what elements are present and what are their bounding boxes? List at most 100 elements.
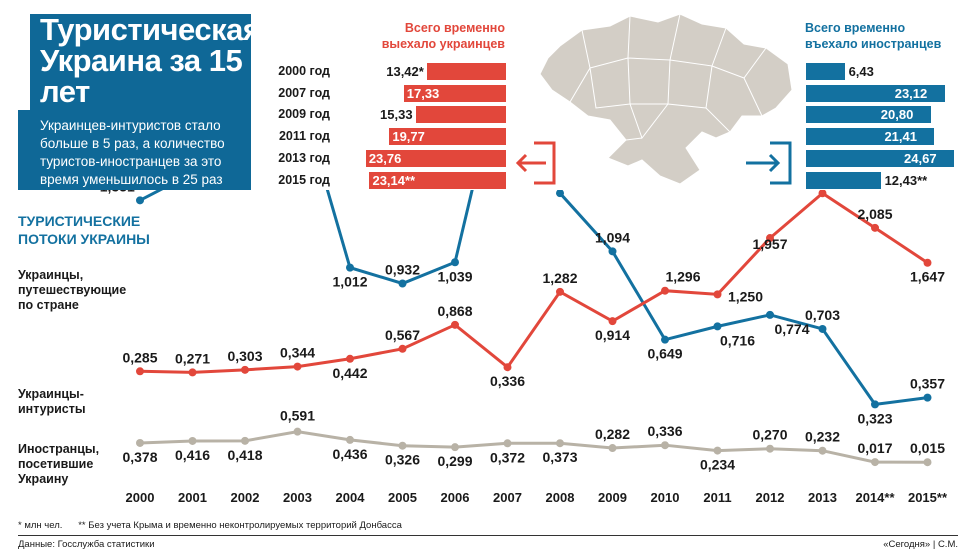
right-bars-header: Всего временно въехало иностранцев [805, 21, 942, 51]
data-label-domestic: 1,039 [437, 268, 472, 284]
title-block: Туристическая Украина за 15 лет Украинце… [18, 12, 261, 190]
data-point-inbound [451, 443, 459, 452]
data-label-outbound: 0,271 [175, 350, 210, 366]
data-label-inbound: 0,299 [437, 453, 472, 469]
data-label-inbound: 0,373 [542, 449, 577, 465]
x-tick-label: 2004 [336, 490, 366, 505]
data-label-domestic: 0,323 [857, 410, 892, 426]
inbound-bar-value: 20,80 [880, 107, 914, 123]
data-point-domestic [556, 190, 564, 198]
x-tick-label: 2010 [651, 490, 680, 505]
data-point-outbound [923, 258, 932, 267]
outbound-bar-value: 15,33 [380, 107, 413, 123]
data-point-domestic [818, 324, 827, 333]
data-label-inbound: 0,591 [280, 408, 315, 424]
inbound-bar-value: 6,43 [848, 64, 874, 79]
data-point-outbound [766, 234, 774, 243]
inbound-bar [806, 128, 935, 146]
bar-year-label: 2000 год [278, 64, 330, 78]
data-point-outbound [503, 363, 512, 372]
data-point-domestic [661, 335, 669, 344]
data-label-outbound: 1,282 [542, 270, 577, 286]
data-point-outbound [398, 344, 407, 353]
x-tick-label: 2014** [855, 490, 895, 505]
credit-note: «Сегодня» | С.М. [883, 539, 958, 550]
left-bars-header: Всего временно выехало украинцев [381, 21, 505, 51]
outbound-bar [415, 106, 506, 124]
data-label-outbound: 1,296 [665, 269, 700, 285]
x-tick-label: 2012 [756, 490, 785, 505]
inbound-bar [806, 149, 955, 167]
outbound-bar [365, 149, 506, 167]
outbound-bar-value: 13,42* [386, 64, 424, 79]
data-point-outbound [661, 286, 669, 295]
data-point-domestic [346, 263, 354, 272]
row-label-inbound: Иностранцы, посетившие Украину [18, 442, 100, 486]
x-tick-label: 2015** [908, 490, 948, 505]
bar-year-label: 2015 год [278, 172, 330, 187]
data-point-inbound [871, 458, 879, 467]
data-label-domestic: 0,932 [385, 261, 420, 277]
series-line-outbound [139, 191, 929, 374]
data-point-outbound [293, 362, 302, 371]
outbound-bar [369, 171, 506, 189]
data-point-inbound [818, 446, 827, 455]
inbound-bar-value: 24,67 [904, 150, 937, 166]
outbound-bar [403, 84, 506, 102]
data-point-outbound [608, 317, 617, 326]
series-line-domestic [139, 190, 928, 406]
x-tick-label: 2007 [493, 490, 522, 505]
data-point-inbound [503, 439, 512, 448]
inbound-bar-value: 23,12 [894, 85, 928, 101]
data-label-outbound: 1,250 [728, 288, 763, 304]
data-point-domestic [871, 400, 879, 409]
page-title: Туристическая Украина за 15 лет [40, 12, 261, 109]
bar-year-label: 2007 год [278, 85, 330, 100]
data-label-outbound: 0,303 [227, 348, 262, 364]
data-point-inbound [398, 441, 407, 450]
data-label-inbound: 0,015 [910, 440, 945, 456]
x-tick-label: 2002 [231, 490, 260, 505]
outbound-bar-value: 19,77 [392, 129, 425, 145]
x-tick-label: 2003 [283, 490, 312, 505]
data-point-inbound [766, 444, 774, 453]
data-label-inbound: 0,234 [700, 457, 735, 473]
x-tick-label: 2009 [598, 490, 627, 505]
data-label-domestic: 0,649 [647, 346, 682, 362]
data-point-inbound [188, 436, 197, 445]
inbound-bar [806, 63, 845, 80]
data-point-inbound [556, 439, 564, 448]
data-point-outbound [556, 287, 564, 296]
x-tick-label: 2013 [808, 490, 837, 505]
data-label-outbound: 0,868 [437, 303, 472, 319]
data-label-inbound: 0,282 [595, 426, 630, 442]
data-label-inbound: 0,372 [490, 449, 525, 465]
data-label-outbound: 0,336 [490, 373, 525, 389]
bar-year-label: 2013 год [278, 150, 330, 165]
footnote: * млн чел. ** Без учета Крыма и временно… [18, 520, 402, 531]
data-label-inbound: 0,270 [752, 427, 787, 443]
data-label-inbound: 0,378 [122, 449, 157, 465]
data-point-outbound [871, 223, 879, 232]
ukraine-map [539, 13, 793, 185]
inbound-bar-value: 21,41 [884, 129, 917, 145]
data-label-domestic: 1,351* [100, 190, 141, 194]
data-label-outbound: 0,344 [280, 345, 315, 361]
data-point-inbound [136, 438, 144, 447]
data-point-outbound [346, 354, 354, 363]
x-tick-label: 2000 [126, 490, 155, 505]
x-tick-label: 2006 [441, 490, 470, 505]
data-label-domestic: 0,703 [805, 307, 840, 323]
data-point-domestic [451, 258, 459, 267]
outbound-bar-value: 23,14** [372, 172, 416, 188]
data-point-inbound [713, 446, 722, 455]
row-label-outbound: Украинцы-интуристы [18, 387, 86, 416]
data-label-inbound: 0,436 [332, 446, 367, 462]
page-subtitle: Украинцев-интуристов стало больше в 5 ра… [40, 118, 225, 187]
data-point-outbound [136, 367, 144, 376]
inbound-bar [806, 171, 881, 189]
inbound-bar [806, 84, 945, 102]
data-point-outbound [713, 290, 722, 299]
data-point-outbound [818, 190, 827, 198]
series-line-inbound [139, 430, 928, 464]
